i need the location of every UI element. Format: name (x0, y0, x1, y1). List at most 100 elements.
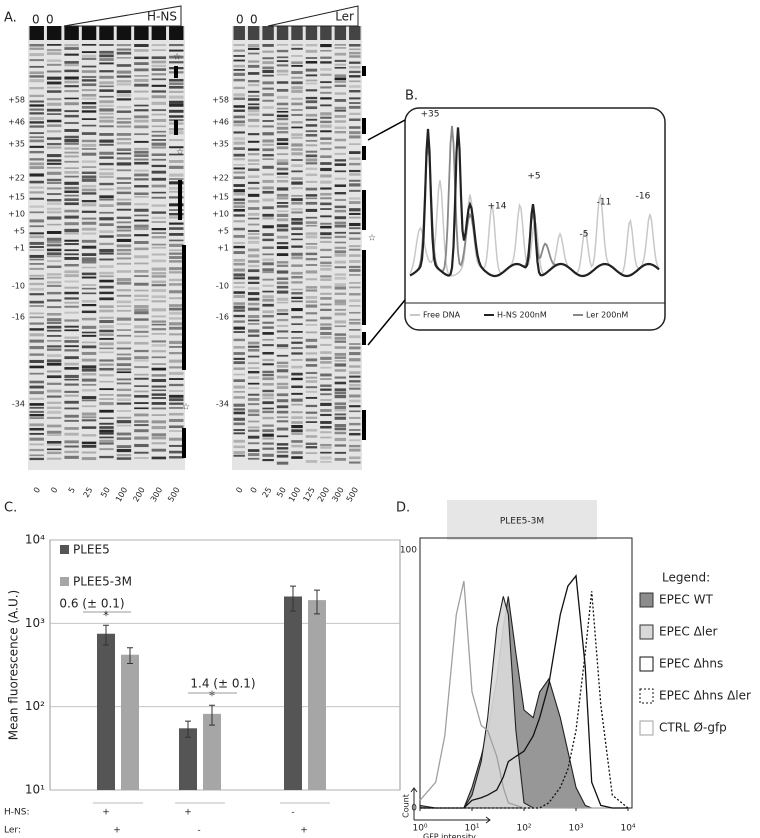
gel-band (305, 416, 318, 419)
gel-band (81, 132, 97, 135)
gel-band (151, 196, 167, 199)
gel-band (134, 173, 149, 177)
gel-band (349, 173, 361, 176)
gel-band (334, 120, 347, 123)
peak-label: -11 (597, 198, 612, 208)
gel-band (233, 379, 245, 382)
gel-band (169, 49, 184, 52)
gel-band (349, 387, 361, 390)
gel-band (233, 445, 245, 449)
gel-band (169, 186, 184, 190)
gel-band (29, 125, 44, 128)
gel-band (334, 177, 347, 180)
gel-band (29, 65, 44, 68)
gel-band (116, 51, 132, 55)
gel-band (116, 357, 132, 361)
position-label: +10 (212, 210, 229, 219)
gel-band (262, 113, 274, 117)
gel-band (320, 316, 332, 320)
gel-band (81, 118, 97, 120)
gel-band (334, 299, 347, 303)
gel-band (81, 83, 97, 87)
gel-band (169, 55, 184, 59)
gel-band (247, 52, 260, 55)
gel-band (320, 261, 332, 265)
gel-band (349, 131, 361, 135)
gel-band (320, 208, 332, 210)
bar (97, 633, 115, 790)
gel-band (64, 432, 79, 436)
legend-label: CTRL Ø-gfp (659, 721, 727, 735)
gel-band (305, 246, 318, 250)
gel-band (151, 90, 167, 93)
gel-band (247, 429, 260, 432)
gel-band (46, 59, 62, 62)
gel-band (134, 234, 149, 237)
gel-band (29, 75, 44, 78)
gel-band (320, 197, 332, 200)
gel-band (116, 105, 132, 109)
gel-band (320, 124, 332, 128)
gel-band (116, 208, 132, 211)
gel-band (334, 146, 347, 149)
gel-band (81, 188, 97, 192)
lane-label: 300 (330, 486, 345, 504)
gel-band (334, 424, 347, 428)
gel-band (169, 322, 184, 326)
gel-band (349, 286, 361, 289)
gel-band (134, 413, 149, 417)
gel-band (233, 72, 245, 76)
gel-well (262, 26, 274, 40)
gel-band (46, 199, 62, 202)
gel-band (151, 221, 167, 223)
gel-band (334, 131, 347, 134)
gel-band (116, 142, 132, 145)
gel-well (334, 26, 347, 40)
gel-band (29, 333, 44, 337)
gel-band (233, 422, 245, 426)
gel-band (233, 201, 245, 205)
gel-band (151, 436, 167, 440)
gel-band (262, 393, 274, 397)
gel-band (169, 85, 184, 89)
gel-band (134, 451, 149, 454)
gel-band (276, 354, 289, 357)
gel-band (99, 275, 114, 278)
gel-band (99, 58, 114, 61)
gel-band (169, 260, 184, 263)
gel-band (320, 378, 332, 380)
gel-band (46, 329, 62, 332)
gel-band (134, 83, 149, 87)
lane-label: 0 (234, 486, 244, 495)
gel-band (320, 81, 332, 84)
gel-band (276, 187, 289, 191)
gel-band (116, 202, 132, 206)
gel-band (81, 199, 97, 203)
gel-band (349, 80, 361, 83)
gel-band (349, 48, 361, 51)
gel-band (291, 109, 303, 111)
gel-band (320, 373, 332, 377)
gel-band (169, 90, 184, 93)
gel-band (134, 407, 149, 410)
gel-band (99, 248, 114, 253)
gel-band (134, 325, 149, 329)
gel-band (29, 274, 44, 277)
gel-band (99, 162, 114, 166)
gel-band (262, 262, 274, 266)
gel-band (233, 227, 245, 231)
gel-band (334, 283, 347, 287)
gel-band (349, 311, 361, 314)
gel-band (276, 344, 289, 348)
gel-band (305, 380, 318, 383)
gel-band (305, 232, 318, 235)
gel-band (116, 83, 132, 86)
gel-band (291, 47, 303, 50)
position-label: -16 (12, 313, 25, 322)
gel-band (29, 410, 44, 413)
gel-band (305, 201, 318, 205)
gel-band (134, 240, 149, 245)
gel-band (233, 171, 245, 174)
gel-band (46, 130, 62, 133)
lane-label: 500 (166, 486, 181, 504)
